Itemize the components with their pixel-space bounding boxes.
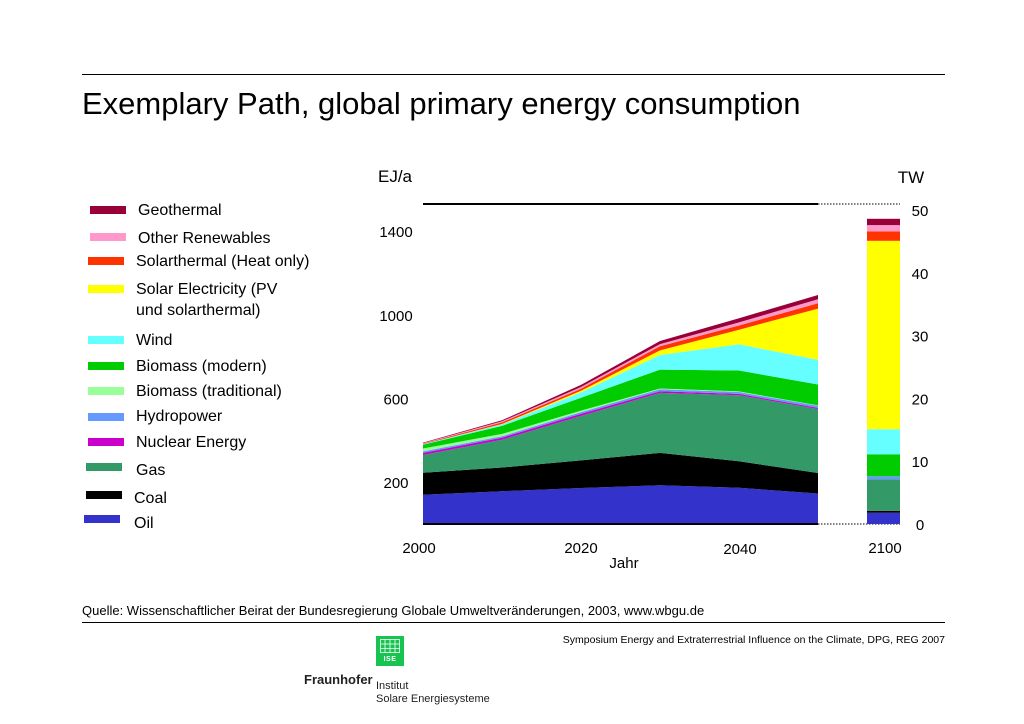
legend-swatch-hydropower (88, 413, 124, 421)
area-other-renewables (423, 299, 818, 444)
source-note: Quelle: Wissenschaftlicher Beirat der Bu… (82, 603, 705, 618)
area-solar-electricity-pv-und-solarthermal (423, 308, 818, 445)
legend-label-biomass-traditional: Biomass (traditional) (136, 383, 282, 400)
legend-label-solarthermal-heat-only: Solarthermal (Heat only) (136, 253, 310, 270)
legend-swatch-wind (88, 336, 124, 344)
right-tick-30: 30 (912, 329, 929, 346)
legend-swatch-solarthermal-heat-only (88, 257, 124, 265)
legend-swatch-biomass-modern (88, 362, 124, 370)
left-axis-unit-label: EJ/a (378, 167, 413, 186)
bar-2100-geothermal (867, 218, 900, 226)
legend-label-nuclear-energy: Nuclear Energy (136, 434, 247, 451)
bar-2100-hydropower (867, 476, 900, 480)
area-solarthermal-heat-only (423, 303, 818, 445)
fraunhofer-logo: ISE Fraunhofer Institut Solare Energiesy… (300, 636, 520, 716)
legend-swatch-coal (86, 491, 122, 499)
footer-note: Symposium Energy and Extraterrestrial In… (562, 634, 945, 646)
legend-label-solar-electricity-pv: Solar Electricity (PV (136, 281, 278, 298)
legend-swatch-geothermal (90, 206, 126, 214)
energy-chart: EJ/a 200 600 1000 1400 TW 0 10 20 30 40 50 2000 2020 2… (378, 167, 929, 572)
right-tick-10: 10 (912, 454, 929, 471)
bar-2100-gas (867, 479, 900, 511)
x-tick-2000: 2000 (402, 540, 435, 557)
x-tick-2020: 2020 (564, 540, 597, 557)
source-rule (82, 622, 945, 623)
x-tick-2100: 2100 (868, 540, 901, 557)
left-tick-1000: 1000 (379, 308, 412, 325)
legend-swatch-solar-electricity-pv (88, 285, 124, 293)
legend-label-other-renewables: Other Renewables (138, 230, 271, 247)
legend-label-coal: Coal (134, 490, 167, 507)
legend-label-solar-electricity-pv-line2: und solarthermal) (136, 302, 261, 319)
legend-label-wind: Wind (136, 332, 173, 349)
legend-label-oil: Oil (134, 515, 154, 532)
institute-name: Institut Solare Energiesysteme (376, 680, 490, 706)
slide-title: Exemplary Path, global primary energy co… (82, 86, 801, 121)
bar-2100-biomass-modern (867, 454, 900, 477)
bar-2100-solar-electricity-pv-und-solarthermal (867, 240, 900, 430)
legend-label-geothermal: Geothermal (138, 202, 222, 219)
ise-mark-text: ISE (383, 656, 397, 663)
institute-line-1: Institut (376, 680, 409, 692)
area-coal (423, 452, 818, 495)
legend-label-biomass-modern: Biomass (modern) (136, 358, 267, 375)
area-oil (423, 485, 818, 524)
area-gas (423, 392, 818, 473)
area-geothermal (423, 295, 818, 444)
left-tick-1400: 1400 (379, 224, 412, 241)
area-hydropower (423, 389, 818, 453)
right-tick-40: 40 (912, 266, 929, 283)
bar-2100-solarthermal-heat-only (867, 231, 900, 241)
bar-2100-wind (867, 429, 900, 455)
bar-2100-other-renewables (867, 225, 900, 232)
legend-swatch-gas (86, 463, 122, 471)
area-nuclear-energy (423, 391, 818, 455)
legend-label-gas: Gas (136, 462, 166, 479)
bar-2100-coal (867, 510, 900, 513)
legend-swatch-nuclear-energy (88, 438, 124, 446)
right-axis-unit-label: TW (898, 168, 924, 187)
legend: Geothermal Other Renewables Solarthermal (… (0, 0, 380, 560)
right-tick-50: 50 (912, 203, 929, 220)
area-wind (423, 344, 818, 445)
fraunhofer-brand: Fraunhofer (304, 672, 373, 687)
legend-label-hydropower: Hydropower (136, 408, 223, 425)
right-tick-20: 20 (912, 391, 929, 408)
top-rule (82, 74, 945, 75)
left-tick-600: 600 (383, 392, 408, 409)
bar-2100-oil (867, 512, 900, 524)
legend-swatch-oil (84, 515, 120, 523)
area-biomass-modern (423, 369, 818, 449)
ise-grid-icon (380, 639, 400, 653)
legend-swatch-biomass-traditional (88, 387, 124, 395)
institute-line-2: Solare Energiesysteme (376, 693, 490, 705)
ise-logo-mark: ISE (376, 636, 404, 666)
x-tick-2040: 2040 (723, 541, 756, 558)
left-tick-200: 200 (383, 475, 408, 492)
x-axis-label: Jahr (609, 555, 638, 572)
legend-swatch-other-renewables (90, 233, 126, 241)
right-tick-0: 0 (916, 517, 924, 534)
